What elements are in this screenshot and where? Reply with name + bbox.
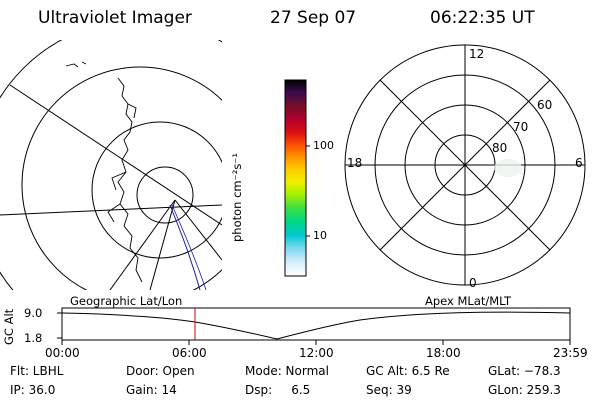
lat-label: 80: [492, 141, 508, 155]
altitude-curve: [61, 311, 571, 340]
time-label: 06:22:35 UT: [430, 8, 535, 28]
date-label: 27 Sep 07: [270, 8, 357, 28]
orbit-plot: [57, 307, 571, 345]
polar-plot: [344, 44, 586, 286]
glat-info: GLat: −78.3: [488, 364, 561, 378]
x-tick-label: 18:00: [426, 346, 461, 360]
gain-info: Gain: 14: [126, 383, 177, 397]
geographic-label: Geographic Lat/Lon: [70, 294, 183, 308]
colorbar: [284, 79, 307, 277]
lat-label: 70: [513, 120, 529, 134]
x-tick-label: 23:59: [553, 346, 588, 360]
x-tick-label: 00:00: [45, 346, 80, 360]
app-title: Ultraviolet Imager: [38, 8, 192, 28]
mlt-label-top: 12: [469, 47, 485, 61]
polar-axis: [379, 79, 551, 251]
coastline: [107, 77, 143, 283]
glon-info: GLon: 259.3: [488, 383, 561, 397]
coastline: [65, 61, 87, 68]
meridian-line: [174, 199, 222, 261]
geographic-map: [0, 40, 222, 290]
dsp-info: Dsp: 6.5: [245, 383, 311, 397]
gc-alt-info: GC Alt: 6.5 Re: [366, 364, 450, 378]
door-info: Door: Open: [126, 364, 195, 378]
x-tick-label: 06:00: [172, 346, 207, 360]
auroral-glow: [494, 159, 522, 177]
mlt-label-bottom: 0: [469, 276, 477, 290]
seq-info: Seq: 39: [366, 383, 412, 397]
apex-label: Apex MLat/MLT: [425, 294, 512, 308]
mlt-label-left: 18: [347, 156, 363, 170]
colorbar-tick-label: 10: [313, 229, 327, 242]
y-axis-title: GC Alt: [2, 308, 16, 345]
latitude-circle: [136, 166, 194, 224]
y-tick-label: 9.0: [24, 306, 43, 320]
latitude-circle: [21, 66, 222, 290]
x-tick-label: 12:00: [299, 346, 334, 360]
orbit-track: [169, 204, 201, 290]
mode-info: Mode: Normal: [245, 364, 329, 378]
colorbar-unit-label: photon cm⁻²s⁻¹: [230, 153, 244, 242]
meridian-line: [9, 84, 222, 226]
orbit-plot-frame: [61, 307, 571, 341]
filter-info: Flt: LBHL: [10, 364, 64, 378]
y-tick-label: 1.8: [24, 331, 43, 345]
ip-info: IP: 36.0: [10, 383, 56, 397]
latitude-circle: [91, 121, 222, 259]
colorbar-tick-label: 100: [313, 139, 334, 152]
lat-label: 60: [537, 98, 553, 112]
meridian-line: [109, 199, 176, 290]
orbit-track: [171, 204, 207, 290]
mlt-label-right: 6: [575, 156, 583, 170]
meridian-line: [149, 199, 176, 290]
